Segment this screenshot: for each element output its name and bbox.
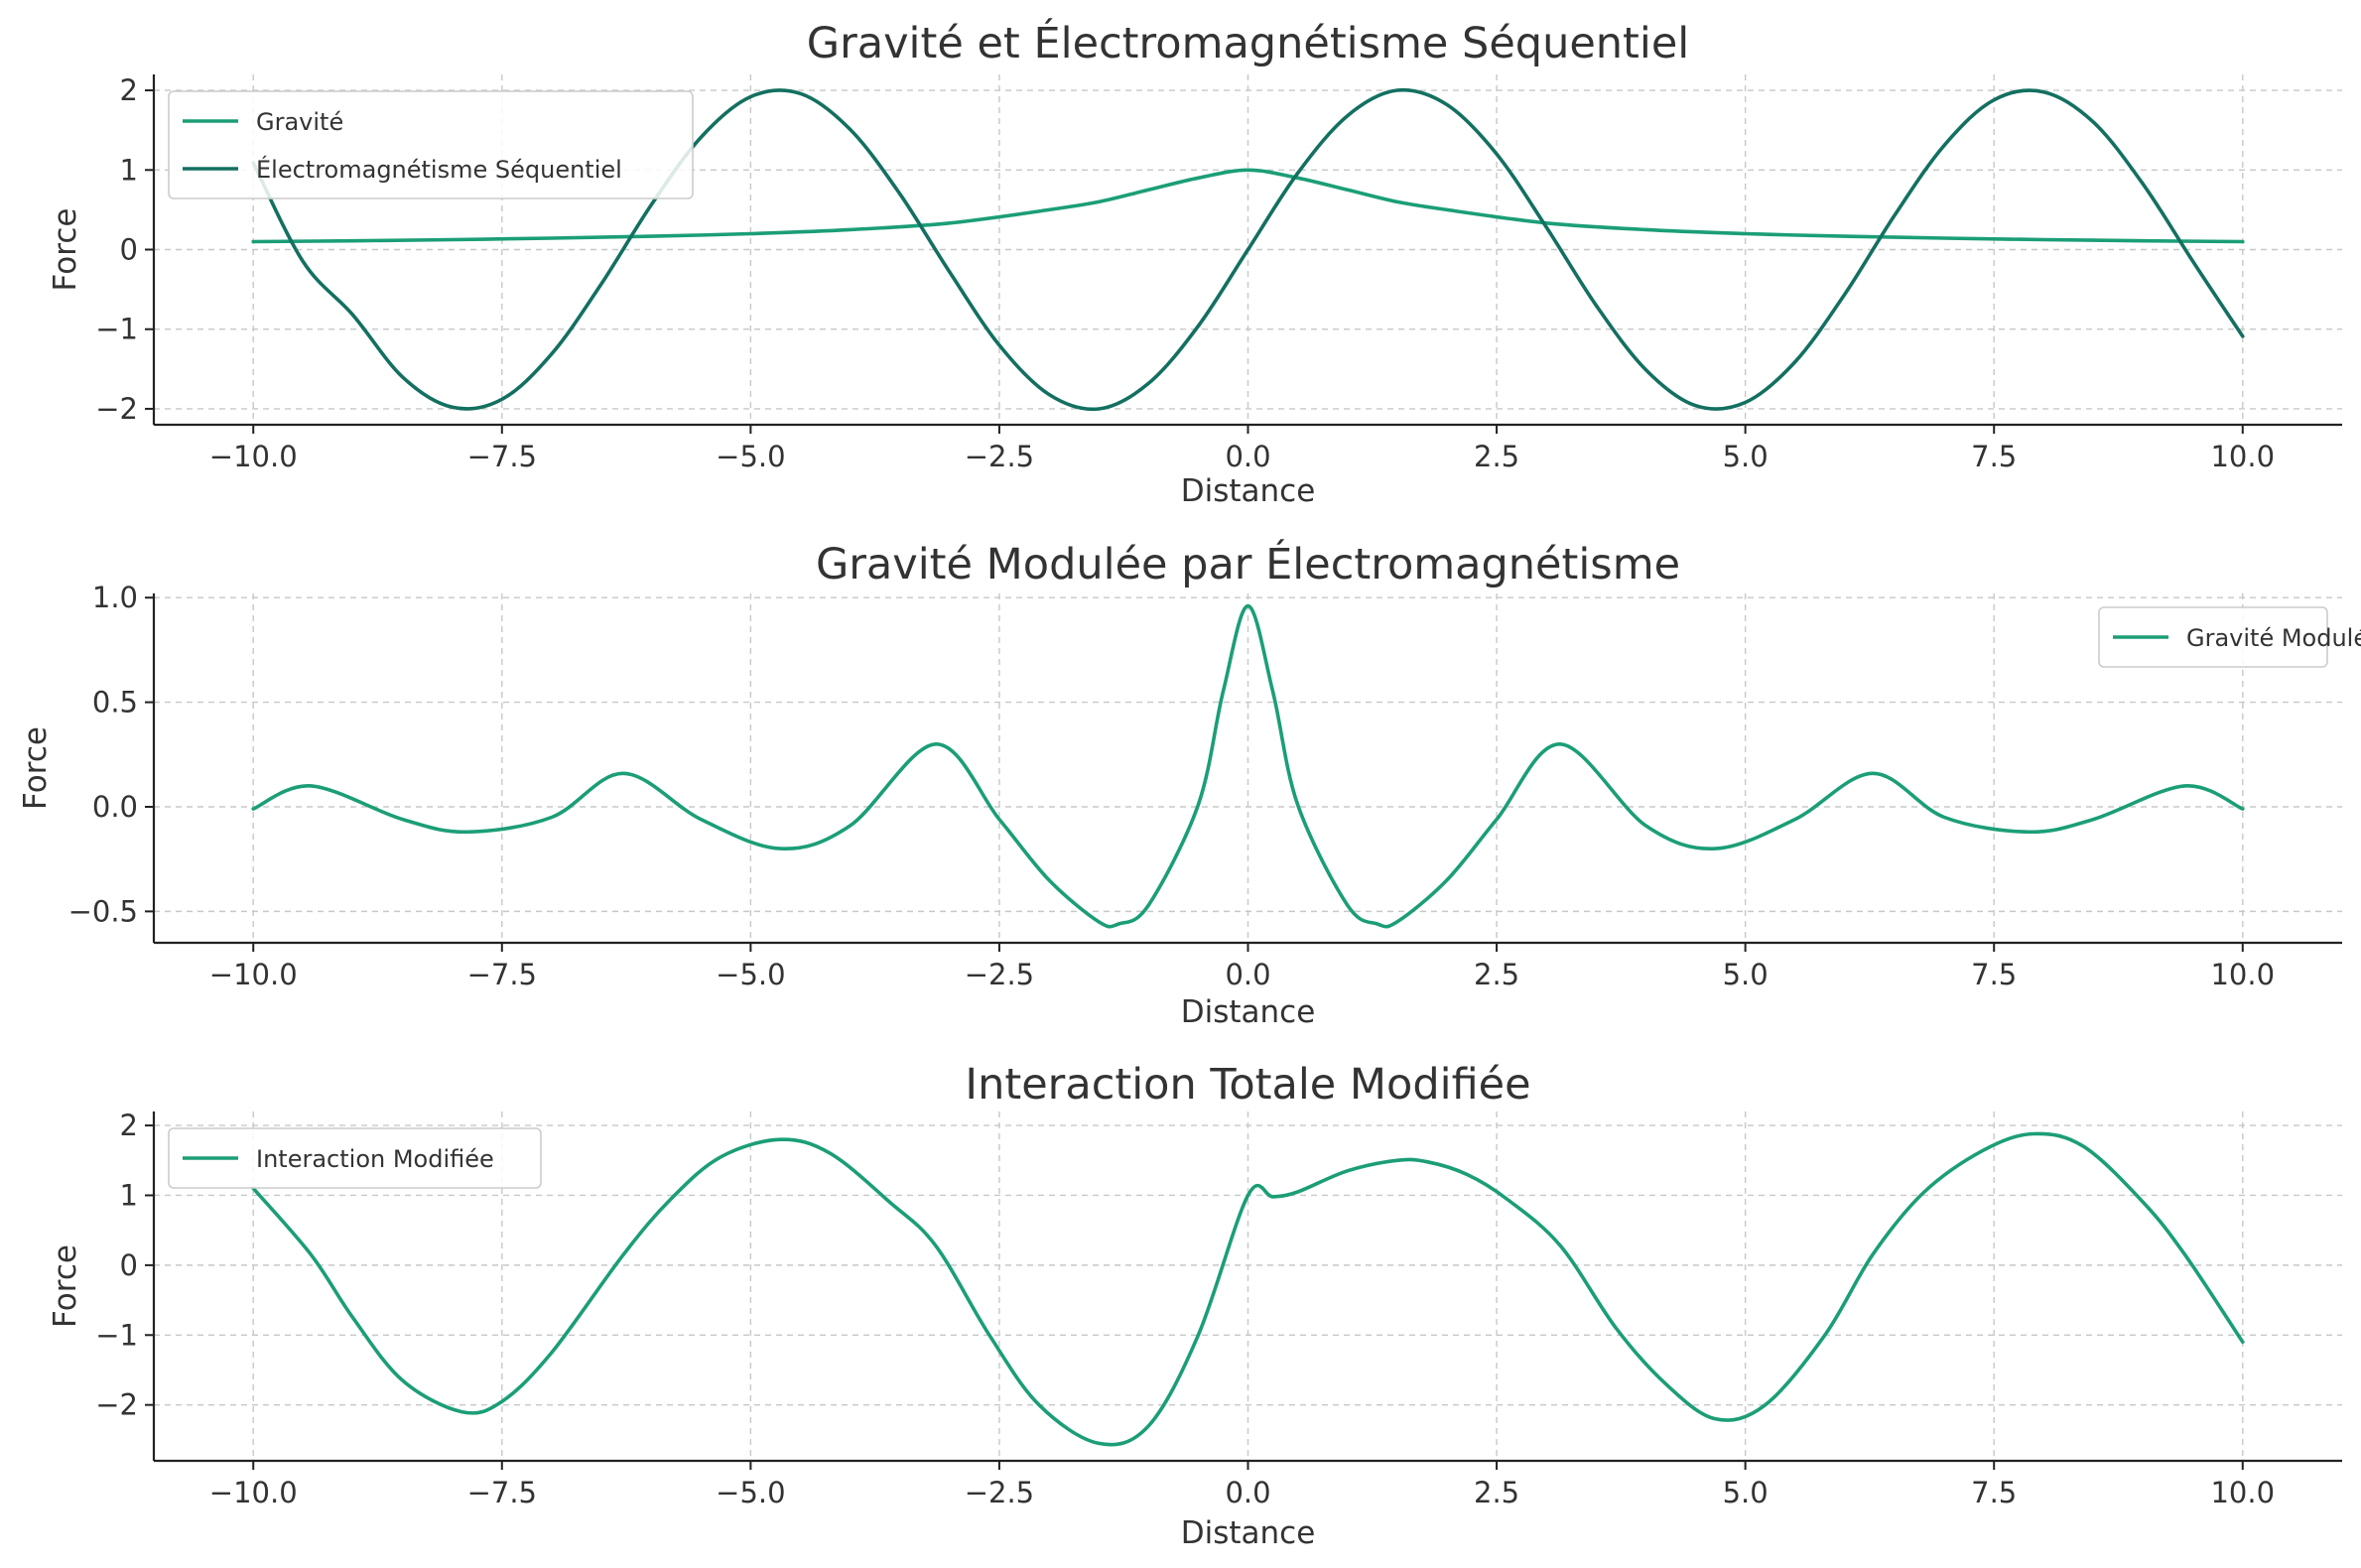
- y-tick-label: −1: [95, 1318, 138, 1352]
- y-tick-label: 2: [120, 73, 138, 107]
- subplot-top: −10.0 −7.5 −5.0 −2.5 0.0 2.5 5.0 7.5 10.0 −2 −1 0 1 2…: [48, 18, 2342, 509]
- y-axis-label: Force: [48, 1244, 83, 1328]
- y-tick-label: −2: [95, 1388, 138, 1422]
- x-tick-label: −5.0: [716, 440, 785, 473]
- legend-box: [168, 90, 694, 199]
- x-tick-label: 2.5: [1474, 958, 1519, 991]
- x-tick-label: 5.0: [1723, 1476, 1769, 1509]
- legend-entry: Interaction Modifiée: [256, 1145, 494, 1173]
- legend-box: [168, 1127, 542, 1189]
- x-tick-label: 10.0: [2210, 440, 2275, 473]
- y-tick-label: −0.5: [68, 894, 138, 928]
- x-tick-label: 0.0: [1225, 440, 1270, 473]
- x-tick-label: −7.5: [467, 440, 537, 473]
- y-tick-label: −2: [95, 392, 138, 426]
- x-tick-label: 7.5: [1971, 440, 2017, 473]
- chart-title: Interaction Totale Modifiée: [965, 1060, 1530, 1110]
- x-tick-label: 7.5: [1971, 1476, 2017, 1509]
- x-tick-label: −10.0: [209, 440, 298, 473]
- y-tick-label: 1.0: [92, 581, 138, 614]
- y-tick-label: 0.0: [92, 790, 138, 824]
- chart-title: Gravité et Électromagnétisme Séquentiel: [807, 18, 1690, 68]
- y-tick-label: −1: [95, 313, 138, 346]
- legend: Gravité Électromagnétisme Séquentiel: [168, 90, 694, 199]
- series-line: [251, 603, 2245, 929]
- legend: Gravité Modulée: [2098, 606, 2361, 668]
- x-axis-label: Distance: [1181, 473, 1316, 509]
- x-tick-label: 10.0: [2210, 958, 2275, 991]
- legend: Interaction Modifiée: [168, 1127, 542, 1189]
- series-line: [251, 168, 2245, 244]
- x-axis-label: Distance: [1181, 1515, 1316, 1551]
- chart-title: Gravité Modulée par Électromagnétisme: [816, 539, 1680, 589]
- x-tick-label: 5.0: [1723, 440, 1769, 473]
- y-tick-label: 1: [120, 153, 138, 187]
- series-line: [251, 1131, 2245, 1447]
- y-axis-label: Force: [48, 208, 83, 292]
- x-tick-label: −7.5: [467, 958, 537, 991]
- x-tick-label: −5.0: [716, 958, 785, 991]
- x-tick-label: 2.5: [1474, 1476, 1519, 1509]
- x-tick-label: 0.0: [1225, 958, 1270, 991]
- subplot-middle: −10.0 −7.5 −5.0 −2.5 0.0 2.5 5.0 7.5 10.0 −0.5 0.0…: [18, 539, 2361, 1030]
- x-tick-label: −2.5: [965, 440, 1034, 473]
- x-tick-label: 10.0: [2210, 1476, 2275, 1509]
- subplot-bottom: −10.0 −7.5 −5.0 −2.5 0.0 2.5 5.0 7.5 10.0 −2 −1 0 1 2…: [48, 1060, 2342, 1551]
- y-tick-label: 0: [120, 1248, 138, 1282]
- x-tick-label: 2.5: [1474, 440, 1519, 473]
- y-tick-label: 0: [120, 233, 138, 267]
- y-tick-label: 2: [120, 1109, 138, 1142]
- series-line: [251, 87, 2245, 412]
- legend-entry: Gravité: [256, 108, 343, 136]
- x-tick-label: −7.5: [467, 1476, 537, 1509]
- y-axis-label: Force: [18, 726, 54, 810]
- y-tick-label: 1: [120, 1178, 138, 1212]
- legend-entry: Électromagnétisme Séquentiel: [256, 155, 622, 184]
- legend-box: [2098, 606, 2328, 668]
- x-tick-label: −10.0: [209, 1476, 298, 1509]
- x-tick-label: −10.0: [209, 958, 298, 991]
- x-tick-label: −2.5: [965, 958, 1034, 991]
- y-tick-label: 0.5: [92, 686, 138, 719]
- x-tick-label: −2.5: [965, 1476, 1034, 1509]
- x-tick-label: 7.5: [1971, 958, 2017, 991]
- x-axis-label: Distance: [1181, 994, 1316, 1030]
- x-tick-label: 5.0: [1723, 958, 1769, 991]
- x-tick-label: 0.0: [1225, 1476, 1270, 1509]
- x-tick-label: −5.0: [716, 1476, 785, 1509]
- legend-entry: Gravité Modulée: [2186, 624, 2361, 652]
